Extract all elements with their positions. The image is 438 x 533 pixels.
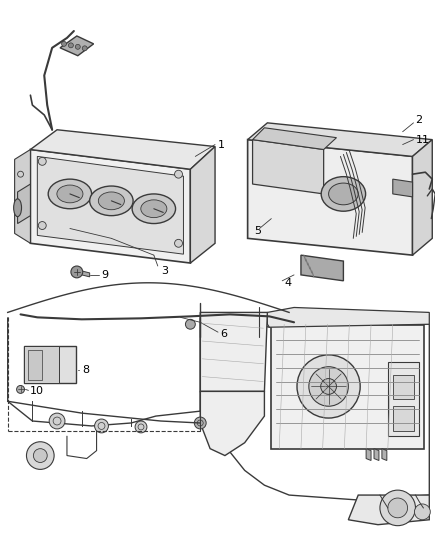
Bar: [28, 350, 42, 379]
Circle shape: [95, 419, 109, 433]
Circle shape: [388, 498, 408, 518]
Bar: [25, 346, 59, 384]
Circle shape: [75, 44, 80, 49]
Circle shape: [38, 157, 46, 165]
Polygon shape: [301, 255, 343, 281]
Circle shape: [71, 266, 83, 278]
Polygon shape: [14, 149, 30, 243]
Circle shape: [185, 319, 195, 329]
Circle shape: [334, 184, 340, 190]
Polygon shape: [348, 495, 429, 524]
Polygon shape: [200, 312, 267, 391]
Ellipse shape: [90, 186, 133, 216]
Polygon shape: [253, 128, 336, 149]
Text: 6: 6: [220, 329, 227, 339]
Polygon shape: [247, 123, 432, 156]
Circle shape: [297, 355, 360, 418]
Circle shape: [61, 42, 67, 46]
Text: 5: 5: [254, 227, 261, 237]
Polygon shape: [382, 449, 387, 461]
Polygon shape: [200, 391, 265, 456]
Circle shape: [17, 385, 25, 393]
Ellipse shape: [141, 200, 167, 217]
Polygon shape: [60, 36, 94, 56]
Circle shape: [82, 46, 87, 51]
Circle shape: [380, 490, 416, 526]
Ellipse shape: [328, 183, 358, 205]
Ellipse shape: [48, 179, 92, 209]
Text: 1: 1: [218, 140, 225, 150]
Polygon shape: [366, 449, 371, 461]
Text: 2: 2: [416, 115, 423, 125]
Bar: [393, 406, 414, 431]
Polygon shape: [253, 140, 324, 194]
Text: 3: 3: [161, 266, 168, 276]
Circle shape: [26, 442, 54, 470]
Bar: [388, 362, 420, 436]
Bar: [271, 325, 424, 449]
Circle shape: [353, 191, 359, 197]
Ellipse shape: [132, 194, 176, 223]
Circle shape: [175, 239, 183, 247]
Ellipse shape: [14, 199, 21, 216]
Circle shape: [309, 367, 348, 406]
Polygon shape: [374, 449, 379, 461]
Ellipse shape: [57, 185, 83, 203]
Ellipse shape: [99, 192, 124, 209]
Polygon shape: [267, 308, 429, 327]
Circle shape: [334, 198, 340, 204]
Circle shape: [49, 413, 65, 429]
Circle shape: [175, 170, 183, 178]
Circle shape: [328, 191, 334, 197]
Circle shape: [414, 504, 430, 520]
Circle shape: [68, 43, 74, 48]
Bar: [393, 375, 414, 399]
Polygon shape: [30, 149, 191, 263]
Polygon shape: [18, 184, 30, 223]
Circle shape: [33, 449, 47, 463]
Circle shape: [38, 222, 46, 230]
Polygon shape: [247, 140, 413, 255]
Circle shape: [194, 417, 206, 429]
Circle shape: [135, 421, 147, 433]
Text: 8: 8: [82, 365, 89, 375]
Polygon shape: [393, 179, 413, 197]
Polygon shape: [30, 130, 215, 169]
Polygon shape: [78, 270, 90, 277]
Circle shape: [321, 378, 336, 394]
Circle shape: [346, 198, 353, 204]
Polygon shape: [37, 156, 184, 254]
Text: 11: 11: [416, 135, 430, 144]
Bar: [25, 346, 76, 384]
Polygon shape: [413, 140, 432, 255]
Text: 4: 4: [284, 278, 291, 288]
Polygon shape: [191, 147, 215, 263]
Text: 9: 9: [102, 270, 109, 280]
Ellipse shape: [321, 176, 366, 211]
Circle shape: [346, 184, 353, 190]
Text: 10: 10: [29, 386, 43, 397]
